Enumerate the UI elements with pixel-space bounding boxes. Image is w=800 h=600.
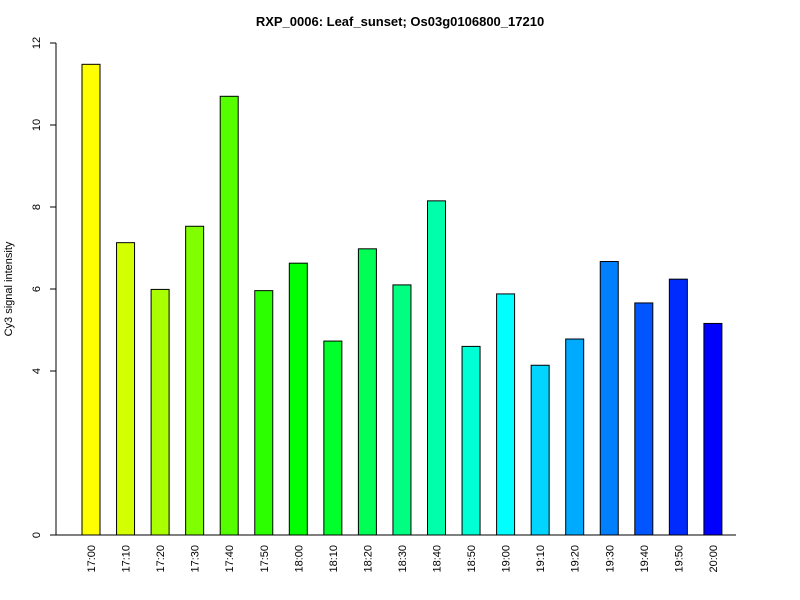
y-tick-label: 10: [31, 119, 43, 131]
chart-title: RXP_0006: Leaf_sunset; Os03g0106800_1721…: [256, 14, 544, 29]
bar-1940: [634, 302, 654, 536]
bar-1810: [323, 340, 343, 536]
y-axis-label: Cy3 signal intensity: [3, 241, 15, 336]
x-tick-labels: 17:00 17:10 17:20 17:30 17:40 17:50 18:00 18:10…: [86, 545, 720, 573]
x-tick-label: 17:50: [259, 545, 271, 573]
x-tick-label: 18:30: [397, 545, 409, 573]
bar-1720: [150, 288, 170, 536]
x-tick-label: 18:50: [466, 545, 478, 573]
x-tick-label: 19:20: [570, 545, 582, 573]
bar-1910: [530, 364, 550, 536]
x-tick-label: 20:00: [708, 545, 720, 573]
x-tick-label: 19:00: [501, 545, 513, 573]
x-tick-label: 18:10: [328, 545, 340, 573]
y-tick-label: 8: [31, 204, 43, 210]
bar-1830: [392, 284, 412, 536]
bar-1800: [288, 262, 308, 536]
x-tick-label: 18:00: [293, 545, 305, 573]
y-tick-label: 4: [31, 368, 43, 374]
y-ticks: 0 4 6 8 10 12: [31, 37, 56, 538]
bar-1950: [668, 278, 688, 536]
x-tick-label: 17:20: [155, 545, 167, 573]
x-tick-label: 18:40: [432, 545, 444, 573]
bar-1750: [254, 290, 274, 536]
x-tick-label: 17:00: [86, 545, 98, 573]
x-tick-label: 19:50: [673, 545, 685, 573]
y-tick-label: 6: [31, 286, 43, 292]
x-tick-label: 17:30: [190, 545, 202, 573]
bar-1740: [219, 95, 239, 536]
x-tick-label: 17:40: [224, 545, 236, 573]
bar-1850: [461, 345, 481, 536]
y-tick-label: 12: [31, 37, 43, 49]
x-tick-label: 19:40: [639, 545, 651, 573]
bar-2000: [703, 322, 723, 536]
x-tick-label: 18:20: [362, 545, 374, 573]
x-tick-label: 19:10: [535, 545, 547, 573]
bar-1920: [565, 338, 585, 536]
x-tick-label: 19:30: [604, 545, 616, 573]
bar-1840: [427, 200, 446, 536]
bars: [81, 63, 723, 536]
bar-1700: [81, 63, 101, 536]
bar-1900: [496, 293, 516, 536]
bar-1730: [185, 225, 205, 536]
x-tick-label: 17:10: [121, 545, 133, 573]
y-tick-label: 0: [31, 532, 43, 538]
bar-1930: [599, 261, 619, 536]
bar-1820: [357, 248, 377, 536]
bar-1710: [116, 242, 136, 536]
